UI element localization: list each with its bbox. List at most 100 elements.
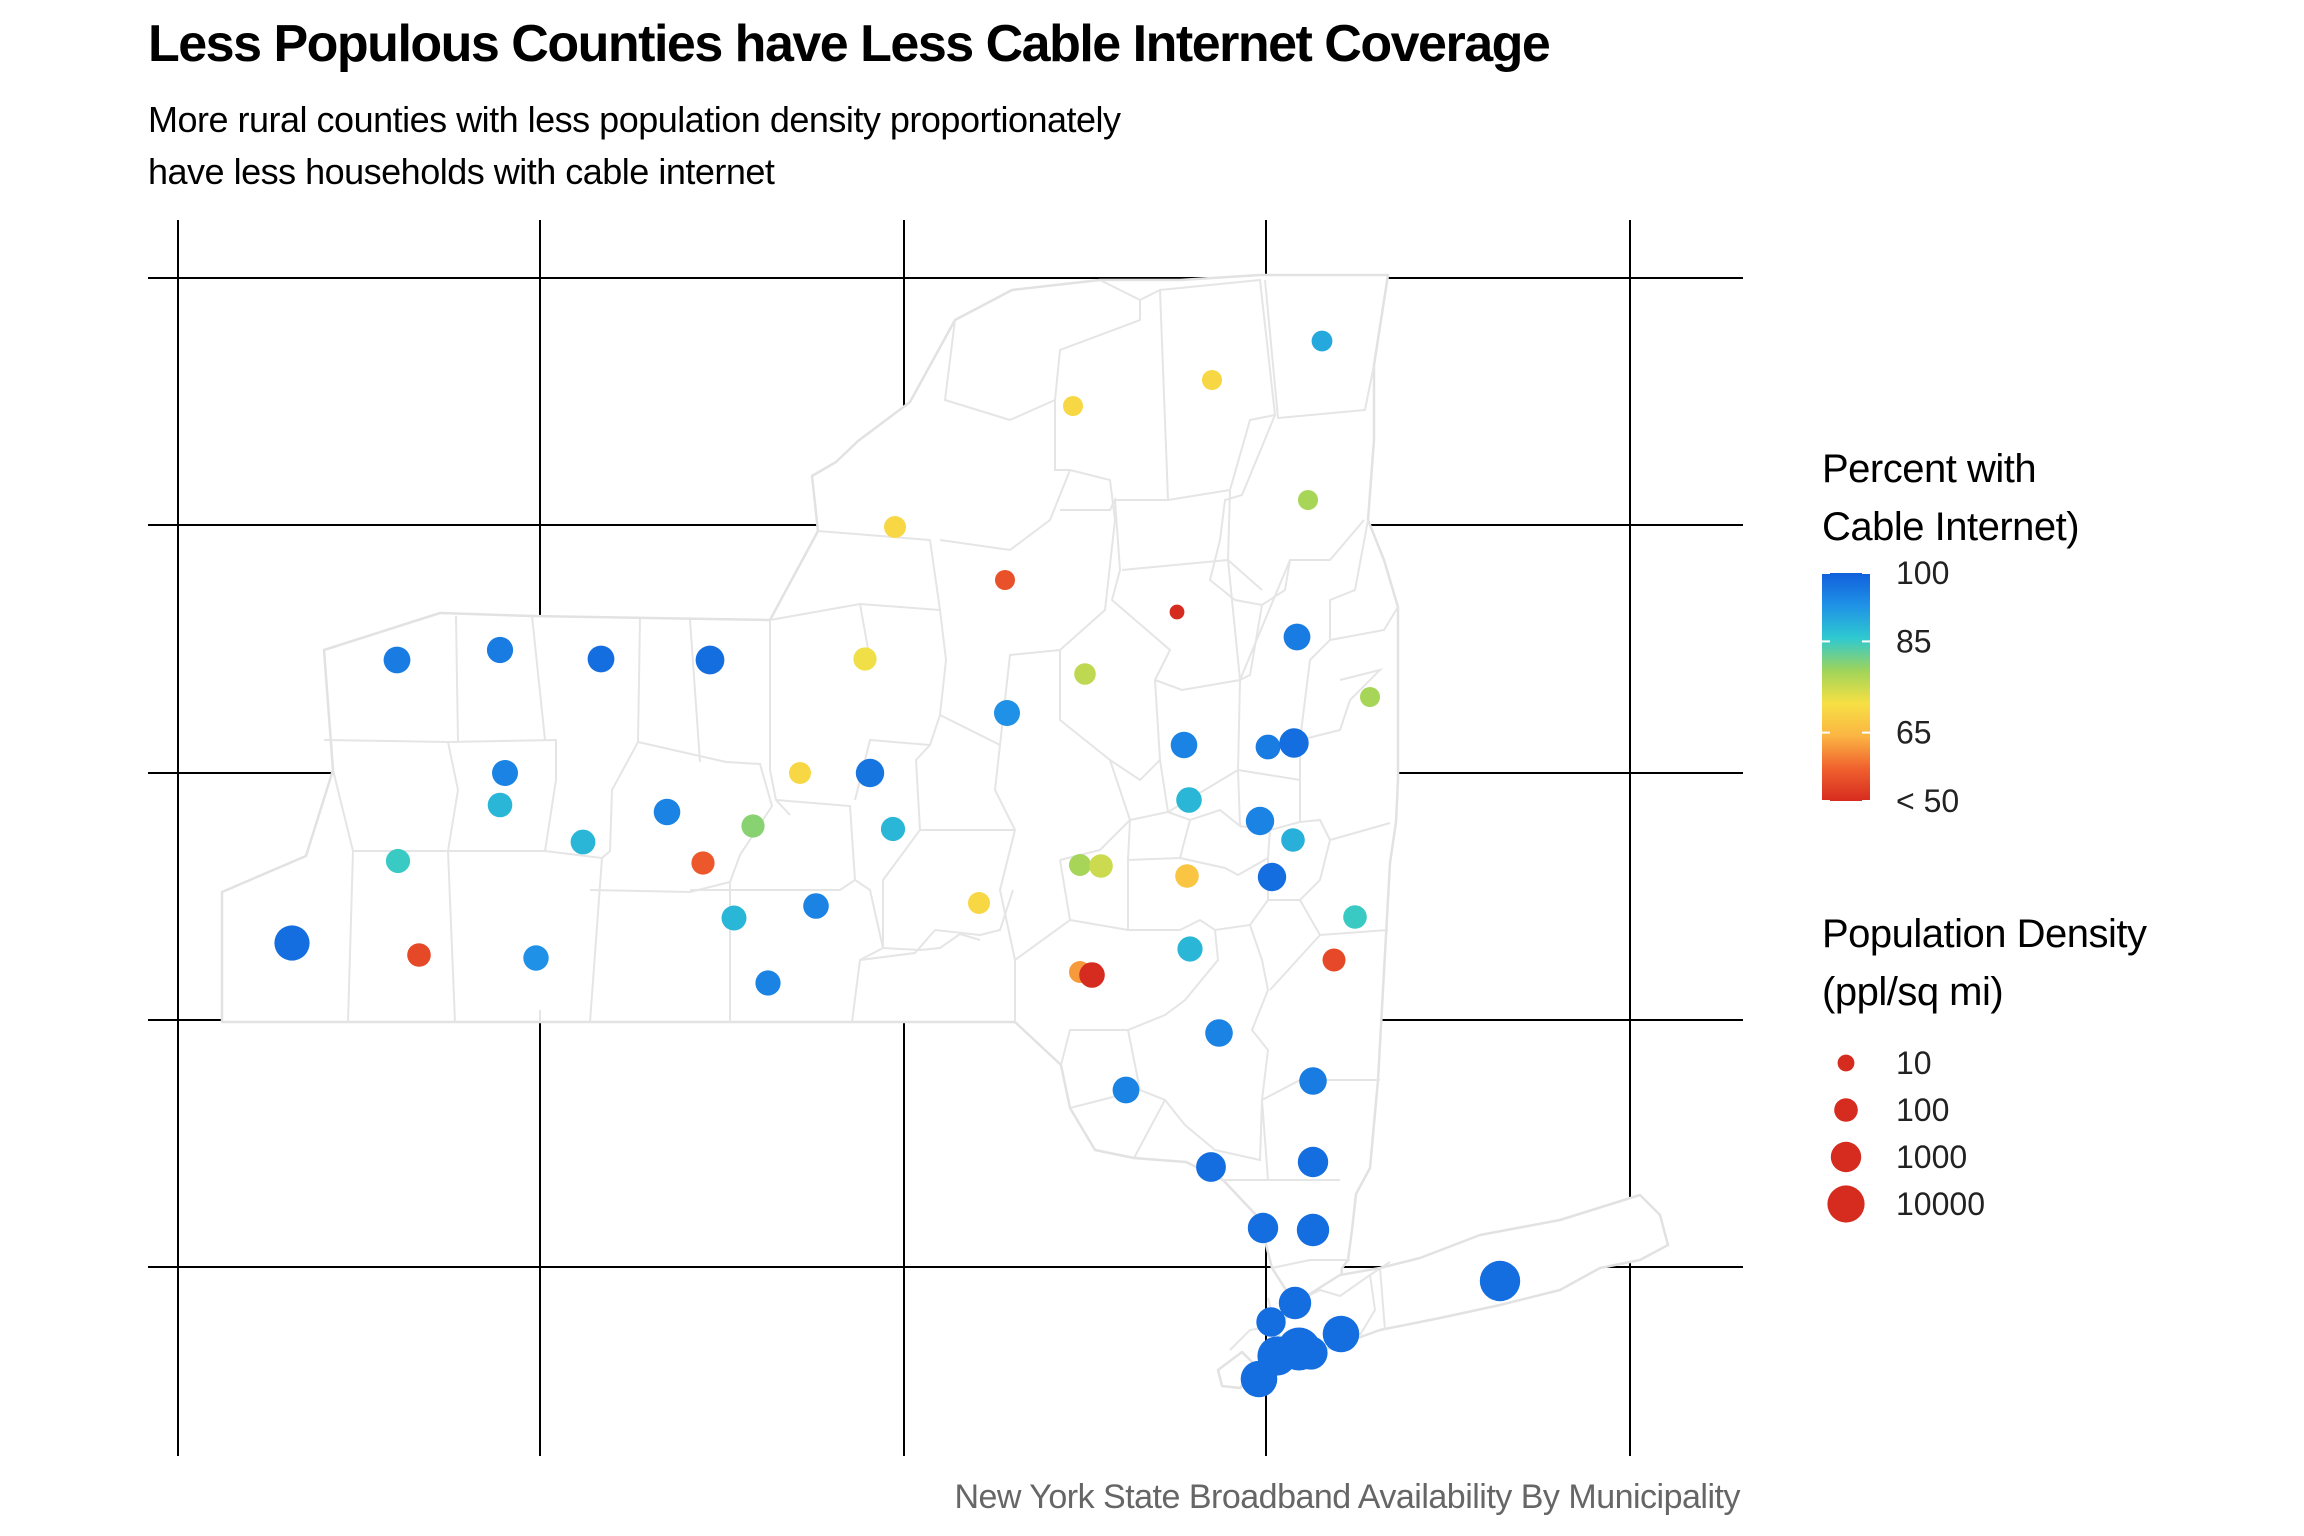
county-point: [492, 760, 518, 786]
county-border: [1059, 496, 1172, 782]
county-point: [1479, 1260, 1521, 1302]
color-legend: Percent with Cable Internet): [1822, 440, 2080, 556]
chart-subtitle: More rural counties with less population…: [148, 94, 1448, 198]
county-point: [1169, 604, 1185, 620]
county-point: [1255, 734, 1281, 760]
county-point: [1202, 370, 1222, 390]
size-legend-title-line-1: Population Density: [1822, 912, 2147, 956]
county-point: [995, 570, 1015, 590]
county-point: [407, 943, 431, 967]
county-point: [1196, 1152, 1226, 1182]
county-point: [884, 516, 906, 538]
county-point: [1322, 1315, 1360, 1353]
county-point: [1322, 948, 1346, 972]
county-border: [1227, 559, 1291, 681]
county-point: [721, 905, 747, 931]
county-point: [1069, 854, 1091, 876]
county-border: [1014, 859, 1220, 1066]
county-point: [1247, 1212, 1279, 1244]
county-border: [1126, 769, 1242, 862]
size-legend-key: [1837, 1054, 1855, 1072]
county-border: [1299, 1261, 1391, 1336]
county-border: [999, 398, 1117, 746]
county-point: [880, 816, 906, 842]
subtitle-line-1: More rural counties with less population…: [148, 99, 1121, 140]
county-point: [1177, 936, 1203, 962]
county-point: [1063, 396, 1083, 416]
county-point: [1311, 330, 1333, 352]
county-point: [1343, 905, 1367, 929]
size-legend-title-line-2: (ppl/sq mi): [1822, 970, 2004, 1014]
county-point: [486, 636, 514, 664]
county-point: [385, 848, 411, 874]
county-point: [789, 762, 811, 784]
county-point: [587, 645, 615, 673]
county-point: [1170, 731, 1198, 759]
size-legend-key: [1827, 1185, 1865, 1223]
county-border: [447, 738, 557, 852]
county-border: [323, 739, 460, 852]
color-legend-label: < 50: [1896, 783, 1959, 819]
color-legend-label: 65: [1896, 715, 1932, 751]
size-legend: Population Density (ppl/sq mi): [1822, 905, 2147, 1021]
size-legend-label: 10: [1896, 1045, 1932, 1081]
county-point: [1245, 806, 1275, 836]
color-legend-label: 85: [1896, 623, 1932, 659]
county-border: [1054, 279, 1141, 401]
county-point: [1175, 864, 1199, 888]
county-border: [1115, 278, 1277, 501]
color-legend-label: 100: [1896, 555, 1949, 591]
county-border: [859, 889, 1014, 961]
county-point: [968, 892, 990, 914]
county-point: [1112, 1076, 1140, 1104]
county-point: [1281, 828, 1305, 852]
county-point: [1296, 1213, 1330, 1247]
county-point: [274, 925, 310, 961]
size-legend-label: 1000: [1896, 1139, 1967, 1175]
county-border: [817, 319, 1071, 611]
subtitle-line-2: have less households with cable internet: [148, 151, 775, 192]
county-border: [539, 881, 740, 1022]
county-point: [755, 970, 781, 996]
county-point: [1176, 787, 1202, 813]
county-point: [1089, 854, 1113, 878]
county-point: [1283, 623, 1311, 651]
county-border: [1208, 279, 1375, 607]
county-point: [855, 758, 885, 788]
county-border: [689, 619, 791, 816]
county-point: [803, 893, 829, 919]
county-border: [882, 744, 1015, 952]
county-point: [1257, 862, 1287, 892]
county-border: [1236, 519, 1369, 782]
county-point: [1205, 1019, 1233, 1047]
county-point: [383, 646, 411, 674]
county-point: [487, 792, 513, 818]
county-border: [1299, 606, 1399, 741]
color-legend-title-line-1: Percent with: [1822, 447, 2037, 491]
county-point: [1298, 490, 1318, 510]
size-legend-label: 10000: [1896, 1186, 1985, 1222]
county-point: [1297, 1146, 1329, 1178]
county-point: [653, 798, 681, 826]
county-point: [1277, 1327, 1321, 1371]
county-point: [523, 945, 549, 971]
county-point: [853, 647, 877, 671]
county-borders: [323, 278, 1399, 1351]
county-border: [1127, 924, 1270, 1162]
size-legend-key: [1830, 1141, 1862, 1173]
state-outline: [220, 273, 1670, 1390]
county-point: [994, 700, 1020, 726]
state-mainland: [220, 273, 1400, 1357]
county-point: [1279, 728, 1309, 758]
county-point: [1074, 663, 1096, 685]
chart-title: Less Populous Counties have Less Cable I…: [148, 15, 1551, 73]
size-legend-keys: 10 100 1000 10000: [1827, 1045, 1985, 1223]
color-legend-gradient: [1822, 573, 1870, 801]
county-point: [1256, 1307, 1286, 1337]
county-border: [1069, 1089, 1350, 1269]
county-points: [274, 330, 1521, 1398]
color-legend-bar: 100 85 65 < 50: [1822, 555, 1959, 819]
county-point: [1360, 687, 1380, 707]
color-legend-title-line-2: Cable Internet): [1822, 505, 2080, 549]
